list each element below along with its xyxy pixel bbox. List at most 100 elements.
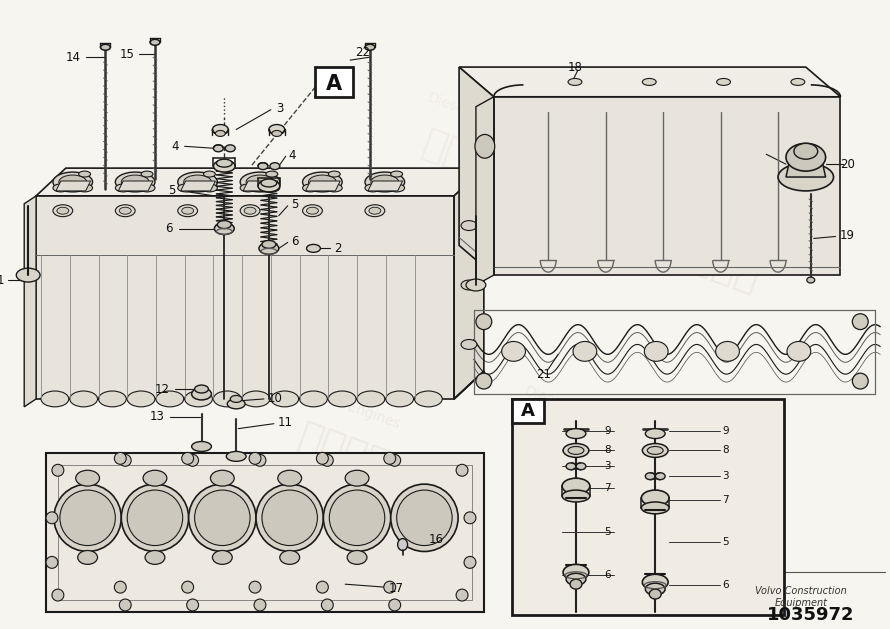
Text: 3: 3 [723, 471, 729, 481]
Ellipse shape [150, 40, 160, 45]
Text: Diesel-Engines: Diesel-Engines [302, 384, 402, 431]
Ellipse shape [475, 135, 495, 159]
Polygon shape [56, 181, 91, 191]
Ellipse shape [204, 171, 215, 177]
Ellipse shape [227, 399, 245, 409]
Ellipse shape [566, 428, 586, 438]
Ellipse shape [244, 207, 256, 214]
Ellipse shape [53, 205, 73, 216]
Ellipse shape [778, 163, 834, 191]
Ellipse shape [647, 447, 663, 454]
Ellipse shape [306, 207, 319, 214]
Text: 9: 9 [723, 426, 729, 436]
Ellipse shape [643, 574, 668, 590]
Ellipse shape [476, 314, 492, 330]
Ellipse shape [563, 443, 589, 457]
Ellipse shape [384, 581, 396, 593]
Ellipse shape [264, 184, 279, 192]
Ellipse shape [323, 484, 391, 552]
Ellipse shape [53, 172, 93, 192]
Ellipse shape [53, 184, 69, 192]
Ellipse shape [461, 221, 477, 230]
Ellipse shape [41, 391, 69, 407]
Ellipse shape [240, 184, 256, 192]
Ellipse shape [303, 205, 322, 216]
Ellipse shape [655, 473, 665, 480]
Text: 紧发动力: 紧发动力 [663, 231, 765, 298]
Ellipse shape [461, 280, 477, 290]
Ellipse shape [650, 589, 661, 599]
Ellipse shape [563, 564, 589, 580]
Ellipse shape [191, 442, 212, 452]
Ellipse shape [365, 205, 384, 216]
Ellipse shape [787, 342, 811, 361]
Ellipse shape [121, 484, 189, 552]
Ellipse shape [365, 184, 381, 192]
Ellipse shape [213, 125, 228, 135]
Ellipse shape [644, 342, 668, 361]
Text: 15: 15 [119, 48, 134, 61]
Ellipse shape [645, 428, 665, 438]
Ellipse shape [214, 145, 223, 152]
Ellipse shape [385, 391, 414, 407]
Ellipse shape [77, 184, 93, 192]
Ellipse shape [187, 454, 198, 466]
Text: Diesel-Engines: Diesel-Engines [522, 384, 623, 431]
Text: 1035972: 1035972 [767, 606, 854, 624]
Ellipse shape [127, 391, 155, 407]
Ellipse shape [389, 599, 400, 611]
Ellipse shape [329, 490, 384, 545]
Ellipse shape [573, 342, 597, 361]
Text: 3: 3 [276, 102, 283, 115]
Ellipse shape [182, 452, 194, 464]
Polygon shape [459, 67, 494, 275]
Ellipse shape [182, 581, 194, 593]
Text: 4: 4 [288, 148, 296, 162]
Ellipse shape [121, 175, 149, 189]
Polygon shape [368, 181, 402, 191]
Ellipse shape [119, 207, 131, 214]
Text: 19: 19 [839, 229, 854, 242]
Ellipse shape [794, 143, 818, 159]
Ellipse shape [46, 557, 58, 569]
Ellipse shape [114, 452, 126, 464]
Ellipse shape [271, 130, 282, 136]
Ellipse shape [59, 175, 86, 189]
Text: 8: 8 [604, 445, 611, 455]
Ellipse shape [254, 454, 266, 466]
Ellipse shape [60, 490, 116, 545]
Text: 8: 8 [723, 445, 729, 455]
Ellipse shape [269, 125, 285, 135]
Ellipse shape [456, 589, 468, 601]
Text: Diesel-Engines: Diesel-Engines [425, 91, 526, 139]
Ellipse shape [328, 391, 356, 407]
Ellipse shape [365, 172, 405, 192]
Text: A: A [327, 74, 343, 94]
Text: 18: 18 [568, 60, 582, 74]
Ellipse shape [116, 172, 155, 192]
Polygon shape [36, 168, 484, 196]
Ellipse shape [217, 221, 231, 228]
Ellipse shape [300, 391, 328, 407]
Ellipse shape [562, 490, 590, 502]
Text: 6: 6 [291, 235, 298, 248]
Ellipse shape [369, 207, 381, 214]
Ellipse shape [247, 175, 274, 189]
Ellipse shape [114, 581, 126, 593]
Ellipse shape [99, 391, 126, 407]
Ellipse shape [261, 179, 277, 187]
Ellipse shape [225, 145, 235, 152]
Text: 6: 6 [723, 580, 729, 590]
Ellipse shape [389, 454, 400, 466]
Ellipse shape [576, 463, 586, 470]
Ellipse shape [52, 589, 64, 601]
Polygon shape [459, 67, 840, 97]
Ellipse shape [119, 599, 131, 611]
Ellipse shape [345, 470, 369, 486]
Text: 20: 20 [840, 158, 855, 170]
Ellipse shape [568, 447, 584, 454]
Ellipse shape [456, 464, 468, 476]
Ellipse shape [178, 205, 198, 216]
Ellipse shape [262, 240, 276, 248]
Ellipse shape [214, 391, 241, 407]
